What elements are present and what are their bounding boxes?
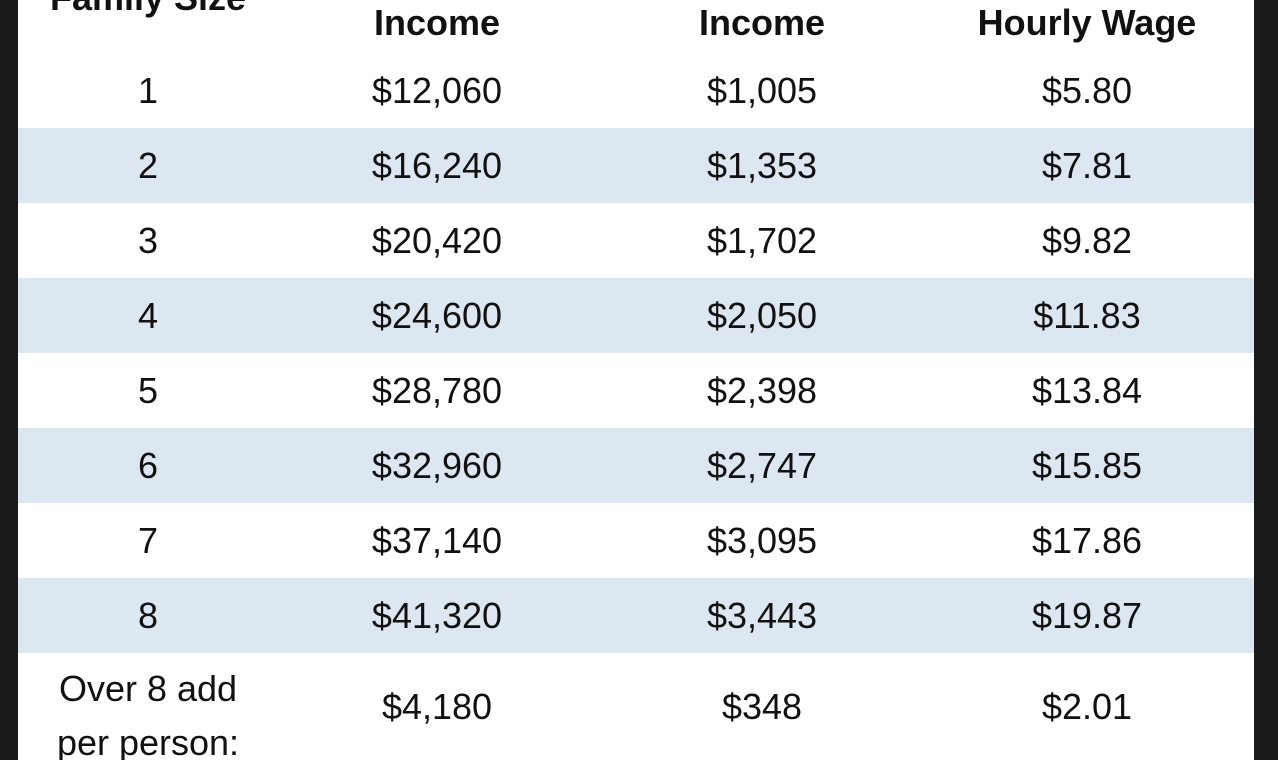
- header-cell: Hourly Wage: [977, 2, 1197, 43]
- table-cell: $1,702: [706, 219, 818, 261]
- table-cell: $17.86: [1031, 519, 1143, 561]
- header-cell: Family Size: [18, 0, 308, 18]
- table-cell: $2,398: [706, 369, 818, 411]
- table-cell: $32,960: [371, 444, 503, 486]
- table-row: 1 $12,060 $1,005 $5.80: [18, 53, 1254, 128]
- table-cell: $1,005: [706, 69, 818, 111]
- table-row: 6 $32,960 $2,747 $15.85: [18, 428, 1254, 503]
- table-row: 8 $41,320 $3,443 $19.87: [18, 578, 1254, 653]
- table-cell: 6: [137, 444, 159, 486]
- header-cell: Income: [373, 2, 501, 43]
- table-row: Over 8 add per person: $4,180 $348 $2.01: [18, 653, 1254, 760]
- table-row: 7 $37,140 $3,095 $17.86: [18, 503, 1254, 578]
- table-cell: $2,050: [706, 294, 818, 336]
- table-row: 5 $28,780 $2,398 $13.84: [18, 353, 1254, 428]
- table-cell: $4,180: [381, 685, 493, 727]
- table-row: 2 $16,240 $1,353 $7.81: [18, 128, 1254, 203]
- table-cell: $2.01: [1041, 685, 1133, 727]
- table-cell: $11.83: [1033, 294, 1141, 336]
- table-cell: $5.80: [1041, 69, 1133, 111]
- table-row: 3 $20,420 $1,702 $9.82: [18, 203, 1254, 278]
- table-cell: 1: [137, 69, 159, 111]
- table-cell: 5: [137, 369, 159, 411]
- table-cell: 4: [137, 294, 159, 336]
- table-cell: 2: [137, 144, 159, 186]
- table-cell: $24,600: [371, 294, 503, 336]
- table-cell: $9.82: [1041, 219, 1133, 261]
- table-cell: $348: [721, 685, 803, 727]
- table-cell: $7.81: [1041, 144, 1133, 186]
- table-cell: 8: [137, 594, 159, 636]
- table-cell: $37,140: [371, 519, 503, 561]
- table-cell: $3,443: [706, 594, 818, 636]
- table-row: 4 $24,600 $2,050 $11.83: [18, 278, 1254, 353]
- table-cell: 3: [137, 219, 159, 261]
- table-cell: $16,240: [371, 144, 503, 186]
- table: Family Size Income Income Hourly Wage 1 $12,0…: [18, 0, 1254, 760]
- table-cell: $3,095: [706, 519, 818, 561]
- table-cell: $13.84: [1031, 369, 1143, 411]
- table-cell: $12,060: [371, 69, 503, 111]
- table-cell: $2,747: [706, 444, 818, 486]
- table-cell: $20,420: [371, 219, 503, 261]
- header-cell: Income: [698, 2, 826, 43]
- table-cell: 7: [137, 519, 159, 561]
- table-cell: Over 8 add per person:: [56, 667, 240, 760]
- table-cell: $41,320: [371, 594, 503, 636]
- table-cell: $28,780: [371, 369, 503, 411]
- table-cell: $19.87: [1031, 594, 1143, 636]
- table-cell: $1,353: [706, 144, 818, 186]
- table-cell: $15.85: [1031, 444, 1143, 486]
